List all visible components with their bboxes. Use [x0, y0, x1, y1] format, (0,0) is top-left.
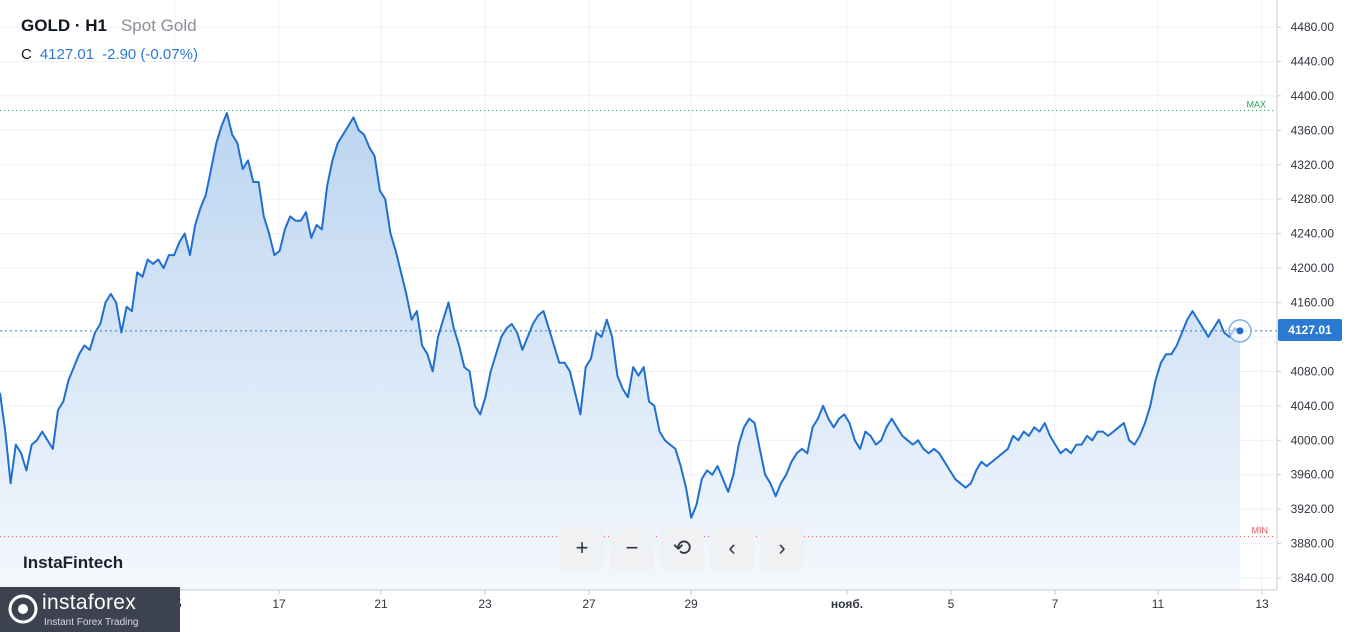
y-tick-label: 4240.00 — [1291, 227, 1335, 241]
close-value: 4127.01 — [39, 46, 95, 63]
y-tick-label: 4400.00 — [1291, 89, 1335, 103]
y-tick-label: 4080.00 — [1291, 364, 1335, 378]
y-tick-label: 4320.00 — [1291, 158, 1335, 172]
x-tick-label: 27 — [582, 597, 596, 611]
close-change: -2.90 (-0.07%) — [102, 46, 198, 63]
min-marker-label: MIN — [1252, 526, 1269, 536]
x-tick-label: 5 — [948, 597, 955, 611]
close-label: C — [21, 46, 32, 63]
max-marker-label: MAX — [1246, 100, 1266, 110]
y-tick-label: 3840.00 — [1291, 571, 1335, 585]
x-tick-label: 7 — [1052, 597, 1059, 611]
chart-header: GOLD · H1 Spot Gold — [21, 16, 197, 36]
y-tick-label: 4000.00 — [1291, 433, 1335, 447]
symbol-description: Spot Gold — [120, 16, 197, 35]
y-tick-label: 4360.00 — [1291, 123, 1335, 137]
logo-name: instaforex — [42, 591, 137, 614]
y-tick-label: 3920.00 — [1291, 502, 1335, 516]
x-tick-label: 13 — [1255, 597, 1269, 611]
y-tick-label: 4280.00 — [1291, 192, 1335, 206]
area-fill-path — [0, 113, 1240, 590]
y-tick-label: 4480.00 — [1291, 20, 1335, 34]
instaforex-logo[interactable]: instaforex Instant Forex Trading — [0, 587, 180, 632]
x-tick-label: 17 — [272, 597, 286, 611]
x-tick-label: 29 — [684, 597, 698, 611]
y-tick-label: 3880.00 — [1291, 537, 1335, 551]
x-tick-label: 23 — [478, 597, 492, 611]
area-fill — [0, 113, 1240, 590]
y-tick-label: 4440.00 — [1291, 54, 1335, 68]
last-point-dot — [1236, 327, 1244, 335]
chart-toolbar: + − ⟲ ‹ › — [560, 526, 804, 570]
y-axis: 4480.00 4440.00 4400.00 4360.00 4320.00 4280.… — [1276, 0, 1335, 590]
y-tick-label: 4160.00 — [1291, 296, 1335, 310]
reset-button[interactable]: ⟲ — [660, 526, 704, 570]
logo-icon — [8, 594, 38, 624]
scroll-left-button[interactable]: ‹ — [710, 526, 754, 570]
watermark-instafintech: InstaFintech — [23, 553, 124, 572]
x-tick-label: 21 — [374, 597, 388, 611]
zoom-in-button[interactable]: + — [560, 526, 604, 570]
ohlc-readout: C 4127.01 -2.90 (-0.07%) — [21, 46, 198, 63]
logo-tagline: Instant Forex Trading — [44, 617, 139, 628]
price-line-path — [0, 112, 1241, 519]
y-tick-label: 4200.00 — [1291, 261, 1335, 275]
current-price-label: 4127.01 — [1278, 319, 1342, 341]
zoom-out-button[interactable]: − — [610, 526, 654, 570]
scroll-right-button[interactable]: › — [760, 526, 804, 570]
symbol-label: GOLD · H1 — [21, 16, 107, 35]
price-line — [0, 112, 1241, 519]
y-tick-label: 3960.00 — [1291, 468, 1335, 482]
x-tick-label: нояб. — [831, 597, 863, 611]
reference-lines: MAX MIN — [0, 100, 1277, 538]
x-tick-label: 11 — [1152, 597, 1165, 611]
y-tick-label: 4040.00 — [1291, 399, 1335, 413]
